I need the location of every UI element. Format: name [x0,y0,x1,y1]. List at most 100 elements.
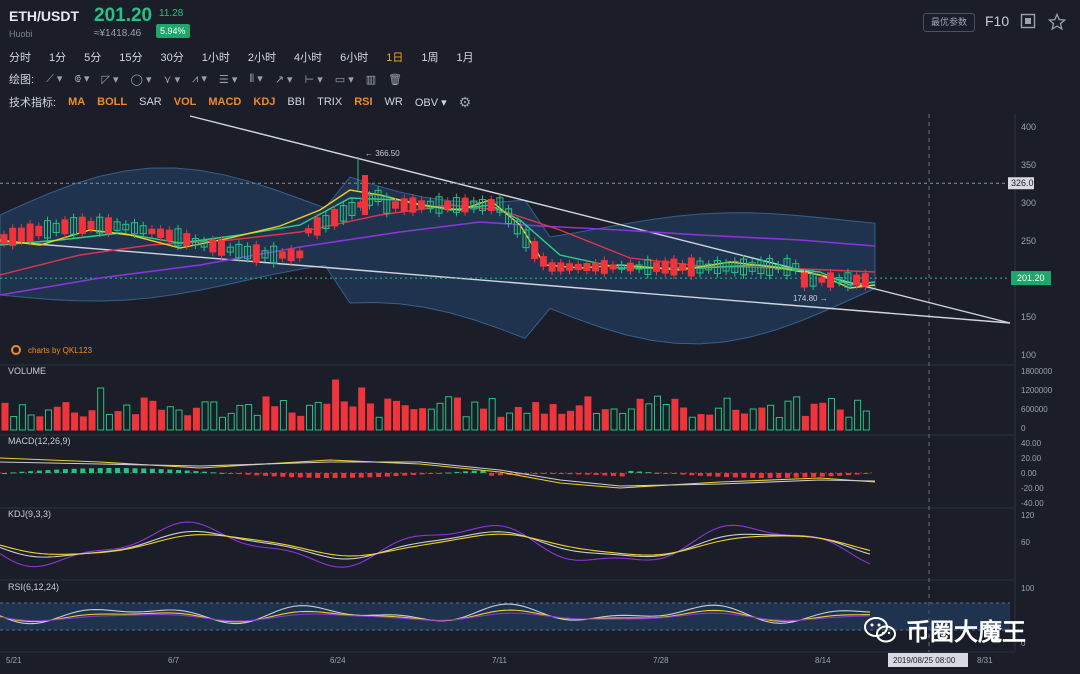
timeframe-2[interactable]: 5分 [84,52,102,64]
indicator-wr[interactable]: WR [384,96,403,108]
volume-bar [662,404,670,431]
fullscreen-icon[interactable] [1019,13,1037,31]
volume-bar [558,413,566,431]
volume-bar [132,414,139,431]
macd-dea-line [0,461,876,487]
draw-tool-1[interactable]: ⟃ ▾ [74,73,90,85]
macd-histogram-bar [71,468,77,473]
volume-bar [62,402,70,431]
candle-body [583,263,591,271]
candle-body [539,256,547,267]
drawing-label: 绘图: [9,74,35,86]
macd-histogram-bar [263,473,268,476]
indicator-vol[interactable]: VOL [173,96,197,108]
candle-body [731,260,739,274]
draw-tool-9[interactable]: ⊢ ▾ [304,73,323,86]
star-icon[interactable] [1047,12,1067,31]
settings-gear-icon[interactable]: ⚙ [458,93,472,110]
indicator-kdj[interactable]: KDJ [253,96,276,108]
cny-price: ≈¥1418.46 [94,28,142,39]
timeframe-11[interactable]: 1月 [456,52,474,64]
candle-body [270,245,278,264]
macd-histogram-bar [358,473,364,478]
volume-bar [714,407,722,431]
macd-histogram-bar [637,471,643,473]
cursor-date-label: 2019/08/25 08:00 [893,656,956,665]
indicator-obv[interactable]: OBV ▾ [414,96,447,109]
timeframe-7[interactable]: 4小时 [294,52,323,64]
timeframe-9[interactable]: 1日 [386,52,404,64]
candle-body [392,201,399,209]
timeframe-0[interactable]: 分时 [9,52,31,64]
f10-button[interactable]: F10 [985,13,1010,29]
volume-bar [697,414,705,431]
draw-tool-10[interactable]: ▭ ▾ [334,73,354,86]
macd-histogram-bar [819,473,825,477]
indicator-bbi[interactable]: BBI [287,96,306,108]
timeframe-5[interactable]: 1小时 [201,52,230,64]
macd-axis-label: -20.00 [1021,484,1044,493]
macd-histogram-bar [671,473,677,474]
candle-body [470,200,478,210]
candle-body [157,228,165,238]
draw-tool-12[interactable]: 🗑 [388,73,403,86]
timeframe-6[interactable]: 2小时 [247,52,276,64]
macd-dif-line [0,457,876,489]
candle-body [844,272,852,288]
timeframe-3[interactable]: 15分 [119,52,143,64]
price-chart[interactable]: 400 350 300 250 150 100 326.0 201.20 ← 366.50 174… [0,114,1080,674]
candle-body [313,217,321,236]
macd-histogram-bar [645,472,651,474]
draw-tool-0[interactable]: ⟋ ▾ [46,73,63,85]
rsi-axis-label: 100 [1021,584,1035,593]
volume-bar [723,397,731,431]
rsi-axis-label: 0 [1021,639,1026,648]
indicator-trix[interactable]: TRIX [317,96,343,108]
indicator-macd[interactable]: MACD [208,96,242,108]
indicator-sar[interactable]: SAR [139,96,162,108]
volume-bar [219,416,226,431]
indicator-ma[interactable]: MA [68,96,86,108]
draw-tool-11[interactable]: ▥ [365,73,377,86]
candle-body [183,233,191,246]
candle-body [827,272,834,288]
draw-tool-2[interactable]: ◸ ▾ [101,73,119,86]
best-params-button[interactable]: 最优参数 [923,13,975,32]
draw-tool-7[interactable]: ⦀ ▾ [249,73,263,85]
volume-bar [845,416,853,431]
draw-tool-3[interactable]: ◯ ▾ [130,73,152,86]
exchange-name: Huobi [9,29,33,39]
candle-body [835,277,843,283]
draw-tool-5[interactable]: ⩘ ▾ [192,73,207,85]
draw-tool-6[interactable]: ☰ ▾ [218,73,238,86]
last-price-tag [1011,271,1051,286]
candle-body [70,217,78,235]
macd-histogram-bar [350,473,355,478]
timeframe-8[interactable]: 6小时 [340,52,369,64]
volume-bar [245,404,253,431]
low-marker-label: 174.80 → [793,294,828,303]
timeframe-4[interactable]: 30分 [160,52,184,64]
indicator-rsi[interactable]: RSI [354,96,373,108]
candle-body [287,248,295,262]
volume-bar [567,410,574,431]
volume-bar [427,408,435,431]
volume-bar [236,404,244,431]
candle-body [35,225,43,237]
draw-tool-4[interactable]: ⋎ ▾ [163,73,181,86]
candle-body [487,199,495,211]
timeframe-10[interactable]: 1周 [421,52,439,64]
candle-body [278,251,286,259]
macd-histogram-bar [489,473,495,476]
candle-body [670,258,678,276]
macd-histogram-bar [236,473,242,475]
volume-bar [105,413,113,431]
candle-body [531,241,539,260]
indicator-boll[interactable]: BOLL [97,96,128,108]
timeframe-1[interactable]: 1分 [49,52,67,64]
volume-bar [349,406,357,431]
volume-bar [506,412,514,431]
draw-tool-8[interactable]: ↗ ▾ [274,73,293,86]
macd-histogram-bar [611,473,616,476]
candle-body [748,262,756,272]
